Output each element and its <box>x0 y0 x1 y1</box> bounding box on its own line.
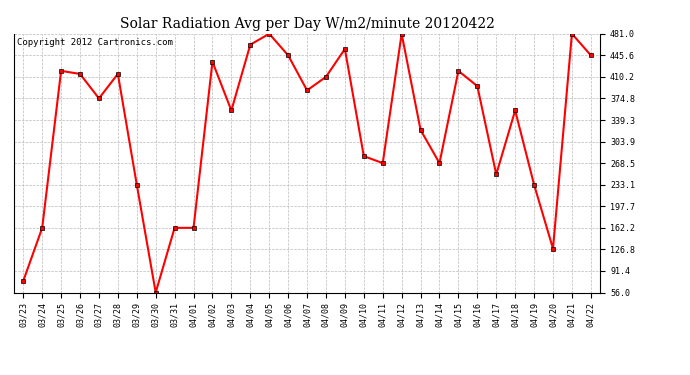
Title: Solar Radiation Avg per Day W/m2/minute 20120422: Solar Radiation Avg per Day W/m2/minute … <box>119 17 495 31</box>
Text: Copyright 2012 Cartronics.com: Copyright 2012 Cartronics.com <box>17 38 172 46</box>
